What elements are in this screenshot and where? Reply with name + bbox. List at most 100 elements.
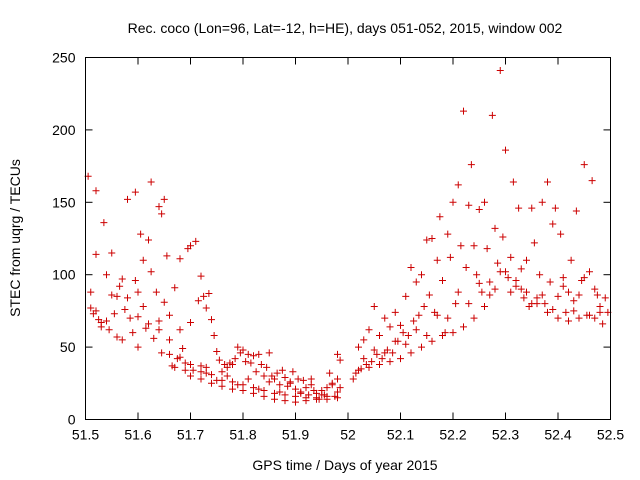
data-point — [433, 256, 441, 264]
data-point — [92, 307, 100, 315]
data-point — [131, 188, 139, 196]
data-point — [242, 358, 250, 366]
data-point — [155, 326, 163, 334]
data-point — [229, 378, 236, 386]
data-point — [559, 282, 567, 290]
data-point — [108, 291, 116, 299]
data-point — [502, 146, 509, 154]
data-point — [475, 279, 483, 287]
y-tick-label: 100 — [52, 267, 76, 283]
data-point — [565, 288, 572, 296]
data-point — [467, 161, 475, 169]
data-point — [475, 206, 483, 214]
data-point — [349, 375, 357, 383]
data-point — [360, 336, 368, 344]
data-point — [486, 291, 494, 299]
data-point — [171, 363, 179, 371]
data-point — [187, 242, 194, 250]
data-point — [229, 360, 236, 368]
data-point — [134, 313, 142, 321]
data-point — [229, 385, 236, 393]
data-point — [460, 107, 467, 115]
data-point — [100, 219, 108, 227]
data-point — [402, 292, 410, 300]
data-point — [187, 318, 194, 326]
data-point — [179, 345, 187, 353]
data-point — [97, 323, 105, 331]
data-point — [567, 256, 575, 264]
data-point — [250, 352, 257, 360]
data-point — [223, 363, 231, 371]
x-axis-label: GPS time / Days of year 2015 — [252, 457, 437, 473]
data-point — [423, 332, 431, 340]
data-point — [391, 308, 399, 316]
data-point — [292, 385, 299, 393]
data-point — [370, 303, 378, 311]
data-point — [124, 195, 131, 203]
y-tick-label: 250 — [52, 50, 76, 66]
data-point — [507, 253, 515, 261]
data-point — [213, 376, 221, 384]
data-point — [147, 268, 155, 276]
data-point — [418, 343, 425, 351]
data-point — [446, 253, 454, 261]
data-point — [260, 392, 268, 400]
data-point — [355, 343, 362, 351]
data-point — [218, 368, 226, 376]
data-point — [404, 332, 412, 340]
x-tick-label: 51.6 — [124, 427, 151, 443]
data-point — [399, 329, 407, 337]
data-point — [208, 371, 215, 379]
data-point — [126, 314, 134, 322]
data-point — [334, 388, 341, 396]
data-point — [376, 332, 383, 340]
data-point — [302, 397, 310, 405]
data-point — [373, 350, 381, 358]
data-point — [381, 314, 389, 322]
data-point — [391, 337, 399, 345]
data-point — [113, 333, 121, 341]
axis-ticks: 51.5 51.6 51.7 51.8 51.9 52 52.1 52.2 52.3 52.4 52… — [52, 50, 624, 443]
data-point — [389, 349, 397, 357]
data-point — [593, 291, 601, 299]
data-point — [105, 326, 113, 334]
data-point — [160, 195, 168, 203]
data-point — [457, 242, 465, 250]
data-point — [110, 310, 118, 318]
data-point — [129, 329, 137, 337]
data-point — [252, 368, 260, 376]
data-point — [365, 326, 373, 334]
data-point — [197, 375, 205, 383]
data-point — [428, 337, 436, 345]
data-point — [334, 375, 341, 383]
data-point — [425, 291, 433, 299]
data-point — [551, 204, 559, 212]
data-point — [544, 308, 551, 316]
plot-frame — [85, 57, 611, 420]
data-point — [313, 395, 320, 403]
data-point — [370, 346, 378, 354]
data-point — [176, 255, 184, 263]
data-point — [318, 391, 326, 399]
x-tick-label: 52.3 — [492, 427, 519, 443]
data-point — [273, 369, 281, 377]
data-point — [147, 178, 155, 186]
data-point — [381, 349, 389, 357]
data-point — [187, 360, 194, 368]
data-point — [452, 300, 460, 308]
data-point — [423, 236, 431, 244]
data-point — [163, 252, 171, 260]
data-point — [439, 332, 446, 340]
data-point — [250, 389, 257, 397]
data-point — [155, 317, 163, 325]
x-tick-label: 51.7 — [177, 427, 204, 443]
data-point — [449, 329, 457, 337]
data-point — [465, 300, 473, 308]
data-point — [517, 265, 525, 273]
data-point — [200, 292, 208, 300]
data-point — [281, 397, 289, 405]
data-point — [208, 316, 215, 324]
data-point — [234, 343, 242, 351]
data-point — [562, 308, 570, 316]
data-point — [418, 271, 425, 279]
